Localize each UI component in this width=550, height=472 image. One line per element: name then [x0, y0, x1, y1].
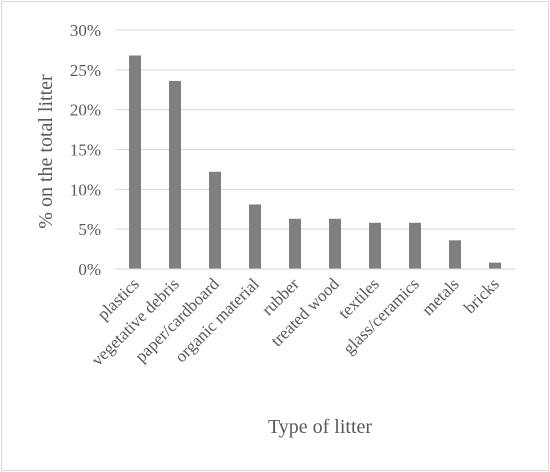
y-tick-label: 30%: [70, 21, 101, 40]
x-category-label: metals: [418, 274, 463, 319]
x-category-label: bricks: [460, 274, 503, 317]
y-tick-label: 0%: [78, 260, 101, 279]
bar-metals: [449, 240, 461, 269]
bar-plastics: [129, 55, 141, 269]
bar-bricks: [489, 262, 501, 269]
y-tick-label: 20%: [70, 101, 101, 120]
y-tick-label: 5%: [78, 220, 101, 239]
y-tick-label: 25%: [70, 61, 101, 80]
gridlines: [115, 29, 515, 230]
bar-glass-ceramics: [409, 222, 421, 269]
bar-vegetative-debris: [169, 80, 181, 269]
bar-treated-wood: [329, 218, 341, 269]
y-tick-label: 10%: [70, 180, 101, 199]
y-axis-title: % on the total litter: [35, 74, 57, 229]
bar-textiles: [369, 222, 381, 269]
x-axis-title: Type of litter: [268, 416, 372, 438]
bars: [129, 55, 501, 269]
bar-organic-material: [249, 204, 261, 269]
y-axis-ticks: 0% 5% 10% 15% 20% 25% 30%: [70, 21, 101, 279]
bar-paper-cardboard: [209, 171, 221, 269]
bar-rubber: [289, 218, 301, 269]
y-tick-label: 15%: [70, 141, 101, 160]
